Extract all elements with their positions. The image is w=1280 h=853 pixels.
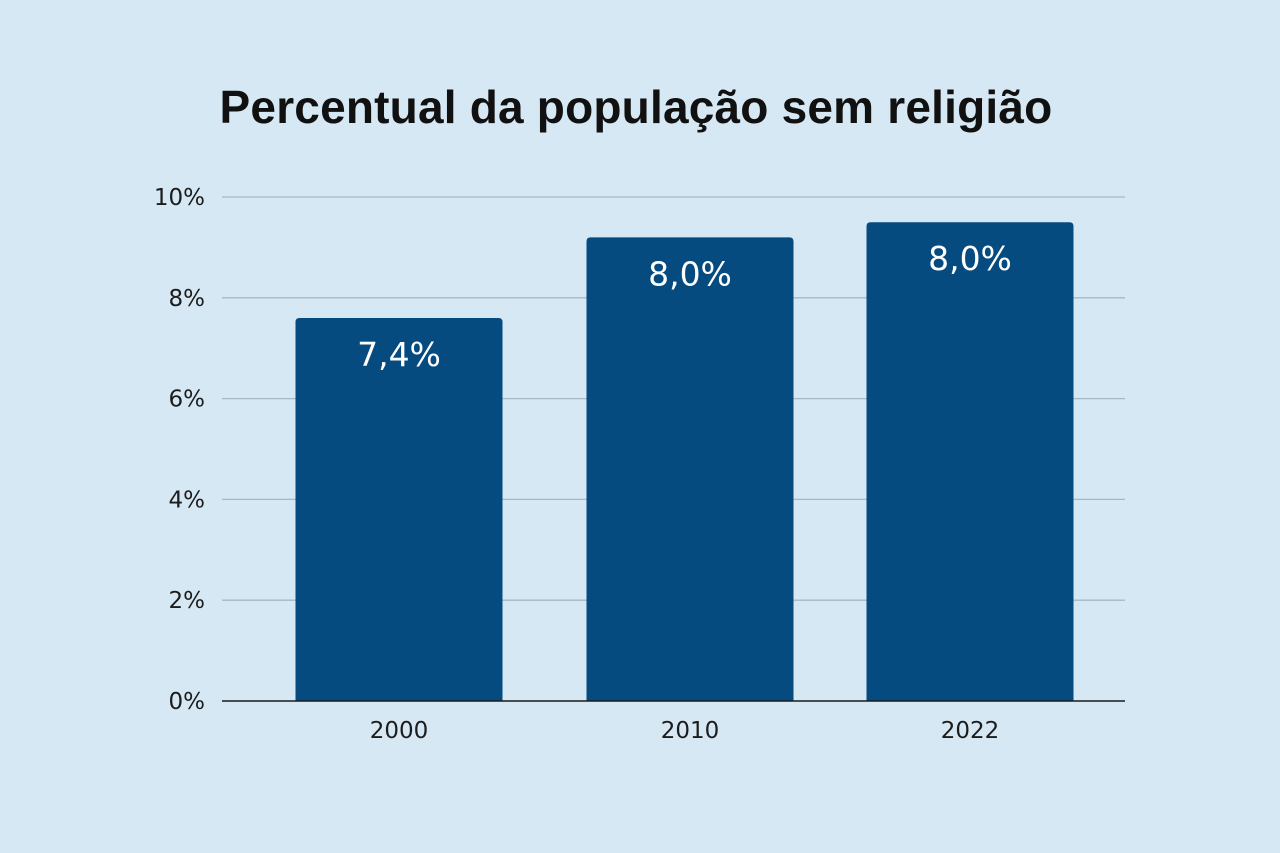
y-tick-label: 2% — [169, 588, 206, 614]
bar-value-label: 7,4% — [357, 335, 441, 374]
bars: 7,4% 8,0% 8,0% — [295, 222, 1074, 701]
y-tick-label: 8% — [169, 286, 206, 312]
bar-value-label: 8,0% — [928, 239, 1012, 278]
x-axis-categories: 2000 2010 2022 — [370, 718, 1000, 744]
x-category-label: 2022 — [941, 718, 1000, 744]
x-category-label: 2000 — [370, 718, 429, 744]
y-tick-label: 4% — [169, 487, 206, 513]
y-axis-ticks: 0% 2% 4% 6% 8% 10% — [154, 185, 205, 715]
y-tick-label: 0% — [169, 689, 206, 715]
y-tick-label: 10% — [154, 185, 205, 211]
x-category-label: 2010 — [661, 718, 720, 744]
bar — [866, 222, 1074, 701]
bar — [295, 317, 503, 701]
chart-title: Percentual da população sem religião — [219, 81, 1053, 133]
y-tick-label: 6% — [169, 387, 206, 413]
bar-value-label: 8,0% — [648, 254, 732, 293]
bar — [586, 237, 794, 701]
